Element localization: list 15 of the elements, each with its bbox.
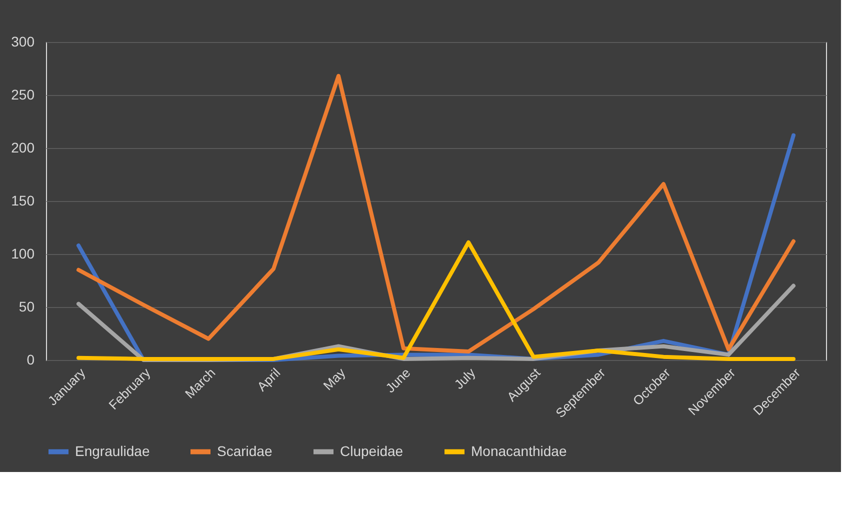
y-tick-label: 300	[11, 34, 35, 50]
legend-label: Scaridae	[217, 442, 272, 459]
legend-label: Engraulidae	[75, 442, 150, 459]
y-tick-label: 50	[18, 298, 35, 314]
x-tick-label: May	[320, 364, 349, 394]
y-tick-label: 150	[11, 192, 35, 208]
y-tick-label: 0	[26, 352, 35, 368]
legend-label: Monacanthidae	[471, 442, 567, 459]
line-series	[76, 240, 796, 361]
y-tick-label: 250	[11, 86, 35, 102]
y-tick-label: 200	[11, 140, 35, 156]
line-series	[76, 74, 796, 354]
legend-label: Clupeidae	[340, 442, 404, 459]
x-tick-label: July	[451, 364, 479, 392]
y-tick-label: 100	[11, 246, 35, 262]
